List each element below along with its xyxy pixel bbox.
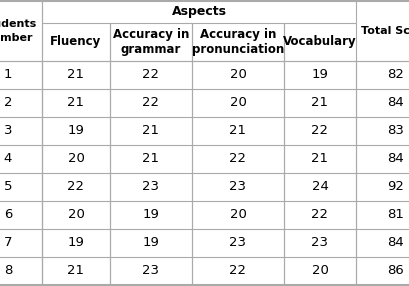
Text: 82: 82 [387,69,403,82]
Text: 19: 19 [142,208,159,221]
Text: 23: 23 [311,237,328,249]
Text: 21: 21 [142,152,159,166]
Text: 20: 20 [311,265,328,277]
Text: Vocabulary: Vocabulary [283,35,356,49]
Text: 21: 21 [67,265,84,277]
Text: 21: 21 [229,124,246,138]
Text: 20: 20 [67,152,84,166]
Text: 21: 21 [67,96,84,110]
Text: 22: 22 [229,265,246,277]
Text: 22: 22 [142,96,159,110]
Text: 19: 19 [67,124,84,138]
Text: 7: 7 [4,237,12,249]
Text: 3: 3 [4,124,12,138]
Text: 8: 8 [4,265,12,277]
Text: 22: 22 [311,124,328,138]
Text: Accuracy in
pronunciation: Accuracy in pronunciation [191,28,283,56]
Text: 23: 23 [229,237,246,249]
Text: 20: 20 [229,96,246,110]
Text: 22: 22 [142,69,159,82]
Text: Accuracy in
grammar: Accuracy in grammar [112,28,189,56]
Text: 84: 84 [387,152,403,166]
Text: 20: 20 [67,208,84,221]
Text: 92: 92 [387,180,403,194]
Text: 22: 22 [229,152,246,166]
Text: 21: 21 [142,124,159,138]
Text: 22: 22 [67,180,84,194]
Text: 19: 19 [311,69,328,82]
Text: 21: 21 [67,69,84,82]
Text: 4: 4 [4,152,12,166]
Text: 84: 84 [387,96,403,110]
Text: Total Score: Total Score [360,26,409,36]
Text: 84: 84 [387,237,403,249]
Text: Fluency: Fluency [50,35,101,49]
Text: 5: 5 [4,180,12,194]
Text: 19: 19 [142,237,159,249]
Text: 23: 23 [142,265,159,277]
Text: 1: 1 [4,69,12,82]
Text: 2: 2 [4,96,12,110]
Text: 6: 6 [4,208,12,221]
Text: 22: 22 [311,208,328,221]
Text: 83: 83 [387,124,403,138]
Text: 81: 81 [387,208,403,221]
Text: 24: 24 [311,180,328,194]
Text: 86: 86 [387,265,403,277]
Text: 20: 20 [229,69,246,82]
Text: 20: 20 [229,208,246,221]
Text: 23: 23 [142,180,159,194]
Text: Aspects: Aspects [171,5,226,19]
Text: 19: 19 [67,237,84,249]
Text: Students
Number: Students Number [0,19,36,43]
Text: 23: 23 [229,180,246,194]
Text: 21: 21 [311,152,328,166]
Text: 21: 21 [311,96,328,110]
